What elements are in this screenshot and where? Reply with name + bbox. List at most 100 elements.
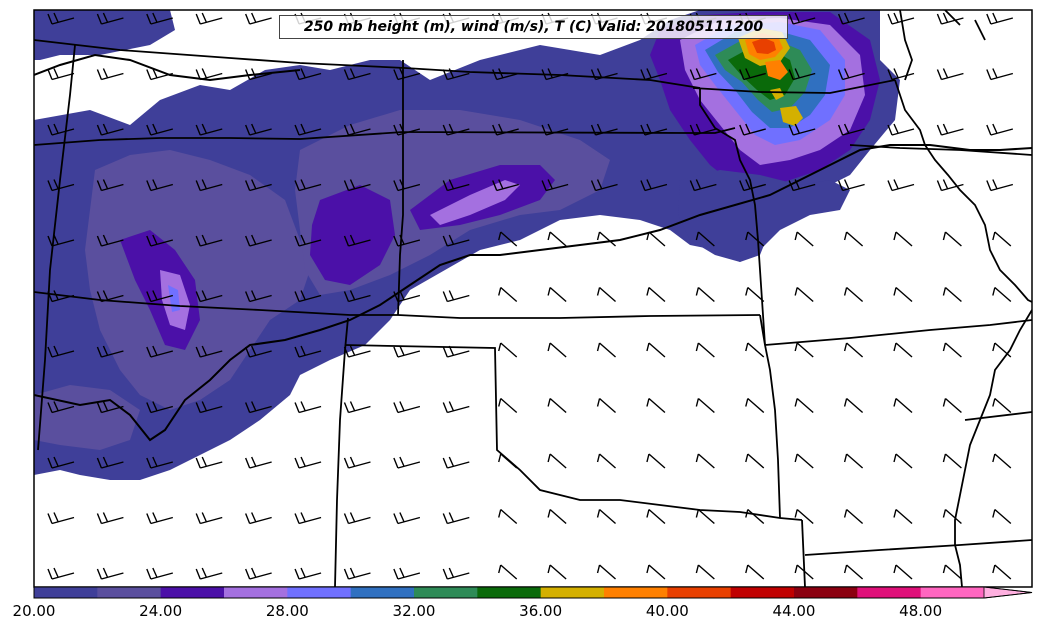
wind-barb: [893, 286, 913, 303]
colorbar-segment: [604, 587, 668, 598]
wind-barb: [442, 179, 470, 192]
wind-barb: [547, 508, 567, 525]
wind-barb: [498, 286, 518, 303]
wind-barb: [245, 456, 272, 469]
wind-barb: [942, 342, 962, 358]
wind-barb: [442, 456, 470, 469]
wind-barb: [294, 290, 322, 303]
wind-barb: [745, 508, 765, 525]
wind-barb: [47, 290, 75, 303]
wind-barb: [146, 512, 174, 525]
colorbar-tick-label: 32.00: [392, 602, 436, 620]
wind-barb: [893, 564, 913, 580]
wind-barb: [47, 234, 75, 247]
wind-barb: [695, 397, 715, 414]
wind-barb: [837, 179, 865, 192]
wind-barb: [343, 68, 371, 81]
boundary-mo: [699, 88, 766, 346]
wind-barb: [343, 123, 371, 136]
wind-barb: [393, 123, 421, 136]
wind-barb: [343, 567, 371, 580]
wind-barb: [745, 564, 765, 580]
wind-barb: [739, 68, 766, 81]
wind-barb: [596, 286, 616, 303]
wind-barb: [393, 290, 421, 303]
wind-barb: [887, 123, 915, 136]
boundary-nm-tx: [334, 317, 349, 587]
wind-barb: [547, 564, 567, 580]
wind-barb: [294, 179, 322, 192]
boundary-ar-la: [804, 539, 1032, 556]
colorbar-segment: [920, 587, 985, 598]
colorbar-segment: [224, 587, 288, 598]
wind-barb: [47, 567, 75, 580]
wind-barb: [47, 512, 75, 525]
wind-barb: [442, 512, 470, 525]
wind-barb: [195, 179, 223, 192]
wind-barb: [788, 12, 816, 25]
wind-barb: [393, 68, 421, 81]
wind-barb: [788, 123, 816, 136]
wind-barb: [294, 234, 322, 247]
wind-barb: [343, 512, 371, 525]
wind-barb: [942, 508, 962, 525]
wind-barb: [393, 234, 421, 247]
wind-barb: [47, 456, 75, 469]
colorbar-segment: [540, 587, 605, 598]
boundary-la: [801, 519, 806, 587]
boundary-az-nm: [34, 291, 761, 319]
field-west-mid: [85, 150, 310, 410]
map-title-box: 250 mb height (m), wind (m/s), T (C) Val…: [279, 15, 788, 39]
boundary-wy-ut: [37, 44, 76, 451]
wind-barb: [837, 123, 865, 136]
wind-barb: [245, 345, 272, 358]
wind-barb: [47, 179, 75, 192]
field-ne-gold-2: [780, 106, 803, 126]
wind-barb: [992, 564, 1012, 580]
wind-barb: [843, 564, 864, 580]
wind-barb: [640, 123, 668, 136]
colorbar-segment: [857, 587, 922, 598]
wind-barb: [47, 12, 75, 25]
boundary-co-ks: [397, 132, 404, 316]
wind-barb: [992, 397, 1012, 414]
wind-barb: [393, 345, 421, 358]
wind-barb: [146, 234, 174, 247]
wind-barb: [96, 12, 124, 25]
wind-barb: [96, 456, 124, 469]
wind-barb: [245, 12, 272, 25]
wind-barb: [887, 12, 915, 25]
wind-barb: [695, 342, 715, 358]
wind-barb: [146, 123, 174, 136]
wind-barb: [942, 286, 962, 303]
wind-barb: [843, 397, 864, 414]
wind-barb: [343, 290, 371, 303]
wind-barb: [646, 397, 666, 414]
wind-barb: [541, 179, 569, 192]
wind-barb: [893, 342, 913, 358]
wind-barb: [547, 397, 567, 414]
wind-barb: [343, 401, 371, 414]
wind-barb: [96, 290, 124, 303]
wind-barb: [794, 286, 814, 303]
wind-barbs: [47, 12, 1014, 580]
wind-barb: [442, 567, 470, 580]
wind-barb: [992, 508, 1012, 525]
wind-barb: [936, 12, 964, 25]
wind-barb: [992, 453, 1012, 469]
wind-barb: [794, 453, 814, 469]
wind-barb: [294, 456, 322, 469]
wind-barb: [245, 123, 272, 136]
field-ne-orange-2: [765, 60, 788, 80]
wind-barb: [96, 68, 124, 81]
boundary-ms: [964, 411, 1032, 421]
wind-barb: [788, 179, 816, 192]
wind-barb: [887, 68, 915, 81]
map-title: 250 mb height (m), wind (m/s), T (C) Val…: [303, 19, 764, 35]
wind-barb: [596, 231, 616, 247]
wind-barb: [596, 453, 616, 469]
wind-barb: [442, 290, 470, 303]
wind-barb: [47, 123, 75, 136]
wind-barb: [47, 401, 75, 414]
wind-barb: [986, 68, 1014, 81]
